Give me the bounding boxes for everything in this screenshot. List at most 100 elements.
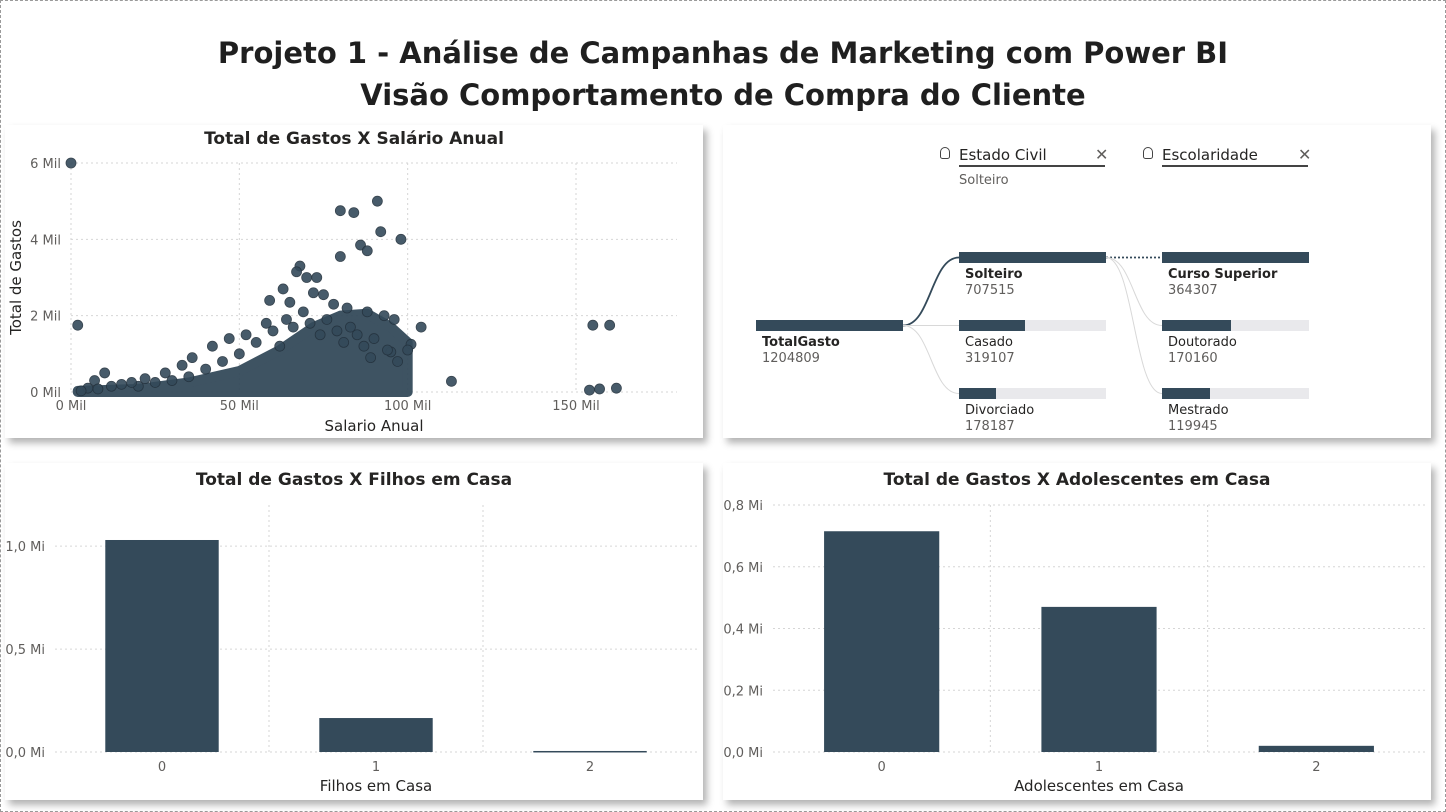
bar-0	[824, 531, 940, 752]
scatter-point	[358, 340, 370, 352]
x-axis-title: Filhos em Casa	[320, 777, 432, 795]
adolescentes-bar-chart[interactable]: Total de Gastos X Adolescentes em Casa 0,…	[723, 463, 1431, 800]
bar-1	[1041, 606, 1157, 752]
scatter-point	[206, 340, 218, 352]
close-icon[interactable]: ✕	[1298, 145, 1312, 164]
page-subtitle: Visão Comportamento de Compra do Cliente	[360, 78, 1086, 112]
connector	[1105, 257, 1163, 394]
x-tick-label: 0 Mil	[56, 399, 87, 414]
scatter-point	[159, 367, 171, 379]
scatter-point	[361, 245, 373, 257]
chart-title: Total de Gastos X Adolescentes em Casa	[884, 470, 1271, 490]
filhos-bar-panel[interactable]: Total de Gastos X Filhos em Casa 0,0 Mi 0,…	[5, 463, 703, 800]
scatter-point	[321, 314, 333, 325]
bar-2	[1258, 745, 1374, 752]
node-bar-fill	[1162, 388, 1211, 399]
scatter-point	[291, 266, 302, 278]
level-underline	[1162, 165, 1308, 167]
decomposition-tree-panel[interactable]: Estado Civil ✕ Solteiro Escolaridade ✕ T…	[723, 125, 1431, 438]
node-bar-fill	[1162, 320, 1231, 331]
scatter-point	[200, 363, 212, 375]
connector	[902, 325, 960, 394]
x-tick-label: 2	[1312, 760, 1320, 775]
close-icon[interactable]: ✕	[1095, 145, 1109, 164]
scatter-point	[594, 383, 605, 395]
scatter-point	[186, 352, 198, 364]
y-tick-label: 2 Mil	[30, 310, 61, 325]
scatter-chart[interactable]: Total de Gastos X Salário Anual 0 Mil 2 Mi…	[5, 125, 703, 438]
node-label-totalgasto: TotalGasto	[762, 335, 840, 350]
scatter-point	[260, 317, 272, 329]
y-tick-label: 0,5 Mi	[5, 643, 45, 658]
scatter-point	[611, 382, 622, 394]
scatter-point	[334, 251, 346, 262]
x-axis-title: Salario Anual	[325, 417, 424, 435]
node-label-mestrado: Mestrado	[1168, 403, 1229, 418]
node-bar-curso-superior[interactable]	[1162, 252, 1309, 263]
scatter-point	[331, 325, 343, 337]
x-tick-label: 0	[878, 760, 886, 775]
page-title: Projeto 1 - Análise de Campanhas de Mark…	[217, 36, 1229, 70]
node-label-doutorado: Doutorado	[1168, 335, 1237, 350]
scatter-point	[72, 319, 84, 331]
node-label-divorciado: Divorciado	[965, 403, 1035, 418]
level-header-escolaridade[interactable]: Escolaridade	[1162, 146, 1258, 164]
scatter-point	[375, 226, 387, 238]
scatter-point	[361, 306, 373, 318]
node-bar-divorciado[interactable]	[959, 388, 1106, 399]
scatter-point	[301, 272, 313, 283]
scatter-point	[365, 352, 377, 364]
scatter-point	[348, 207, 360, 219]
bar-1	[319, 718, 433, 752]
scatter-point	[240, 329, 252, 341]
y-tick-label: 0,0 Mi	[723, 746, 763, 761]
scatter-point	[371, 195, 383, 207]
scatter-point	[223, 333, 235, 344]
node-value-solteiro: 707515	[965, 283, 1015, 298]
scatter-point	[378, 310, 390, 322]
node-bar-mestrado[interactable]	[1162, 388, 1309, 399]
scatter-point	[395, 233, 407, 245]
scatter-point	[338, 336, 350, 348]
scatter-point	[388, 314, 400, 325]
node-bar-doutorado[interactable]	[1162, 320, 1309, 331]
adolescentes-bar-panel[interactable]: Total de Gastos X Adolescentes em Casa 0,…	[723, 463, 1431, 800]
scatter-point	[274, 340, 286, 352]
scatter-point	[287, 321, 299, 333]
scatter-point	[345, 321, 356, 333]
scatter-point	[341, 302, 353, 314]
scatter-point	[328, 298, 340, 310]
level-header-estado-civil[interactable]: Estado Civil	[959, 146, 1047, 164]
x-axis-title: Adolescentes em Casa	[1014, 777, 1184, 795]
scatter-point	[304, 317, 316, 329]
scatter-point	[415, 321, 427, 333]
scatter-point	[382, 344, 393, 356]
scatter-point	[75, 385, 87, 397]
node-value-doutorado: 170160	[1168, 351, 1218, 366]
scatter-point	[446, 375, 457, 387]
x-tick-label: 150 Mil	[552, 399, 599, 414]
scatter-point	[264, 294, 276, 306]
y-tick-label: 0,2 Mi	[723, 684, 763, 699]
scatter-panel[interactable]: Total de Gastos X Salário Anual 0 Mil 2 Mi…	[5, 125, 703, 438]
node-bar-fill	[756, 320, 903, 331]
scatter-point	[281, 314, 292, 325]
node-label-solteiro: Solteiro	[965, 267, 1023, 282]
scatter-point	[92, 383, 104, 395]
connector	[1105, 257, 1163, 326]
node-bar-totalgasto[interactable]	[756, 320, 903, 331]
y-tick-label: 0,6 Mi	[723, 561, 763, 576]
node-bar-solteiro[interactable]	[959, 252, 1106, 263]
node-label-curso-superior: Curso Superior	[1168, 267, 1278, 282]
x-tick-label: 50 Mil	[220, 399, 259, 414]
level-selection-estado-civil: Solteiro	[959, 173, 1009, 188]
scatter-point	[351, 329, 363, 341]
scatter-point	[176, 359, 188, 371]
scatter-point	[65, 157, 77, 169]
filhos-bar-chart[interactable]: Total de Gastos X Filhos em Casa 0,0 Mi 0,…	[5, 463, 703, 800]
scatter-point	[99, 367, 111, 379]
node-bar-casado[interactable]	[959, 320, 1106, 331]
node-value-divorciado: 178187	[965, 419, 1015, 434]
x-tick-label: 1	[1095, 760, 1103, 775]
y-axis-title: Total de Gastos	[7, 220, 25, 336]
